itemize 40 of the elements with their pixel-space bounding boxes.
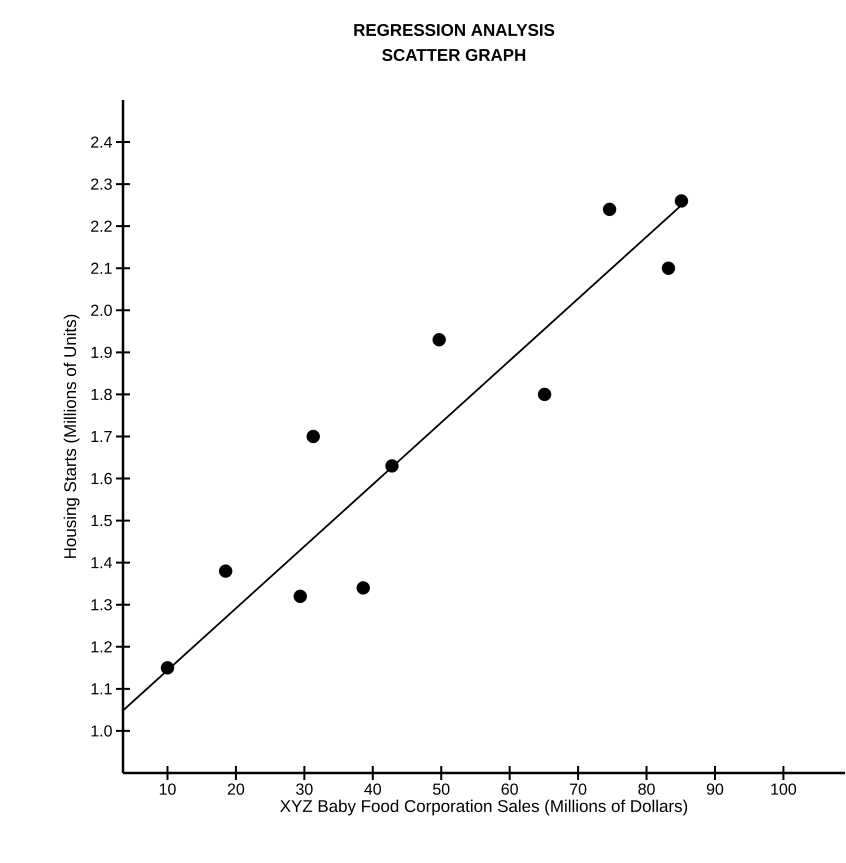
y-tick-label: 2.2: [90, 220, 112, 232]
x-tick-label: 30: [296, 784, 312, 795]
y-tick-label: 2.3: [90, 178, 112, 190]
point: [218, 564, 232, 578]
point: [160, 661, 174, 675]
point: [306, 430, 320, 444]
point: [538, 388, 552, 402]
point: [293, 590, 307, 604]
x-tick-label: 50: [432, 784, 450, 795]
point: [356, 581, 370, 595]
y-tick-label: 1.6: [91, 472, 112, 484]
y-tick-label: 2.1: [90, 262, 112, 274]
point: [662, 262, 676, 275]
y-tick-label: 2.0: [90, 304, 112, 316]
point: [432, 333, 446, 346]
x-tick-label: 100: [771, 784, 796, 795]
y-tick-label: 1.4: [91, 557, 112, 568]
x-tick-label: 20: [228, 784, 244, 795]
x-tick-label: 90: [706, 784, 724, 795]
chart-title: REGRESSION ANALYSIS: [354, 24, 554, 36]
x-tick-label: 70: [570, 784, 586, 795]
y-tick-label: 1.3: [91, 599, 112, 610]
y-tick-label: 1.0: [91, 725, 112, 737]
y-tick-label: 1.8: [91, 388, 112, 400]
y-tick-label: 1.5: [91, 515, 112, 526]
point: [385, 459, 399, 473]
point: [602, 202, 616, 216]
y-tick-label: 1.2: [91, 641, 112, 652]
x-tick-label: 40: [364, 784, 381, 795]
x-axis-title: XYZ Baby Food Corporation Sales (Millions of Dollars): [280, 800, 688, 816]
chart-subtitle: SCATTER GRAPH: [382, 48, 526, 61]
y-tick-label: 2.4: [90, 136, 112, 148]
y-tick-label: 1.1: [91, 683, 112, 694]
x-tick-label: 80: [638, 784, 655, 795]
point: [674, 194, 688, 208]
x-tick-label: 10: [160, 784, 176, 795]
y-tick-label: 1.9: [91, 346, 112, 358]
y-tick-label: 1.7: [91, 431, 112, 442]
y-axis-title: Housing Starts (Millions of Units): [64, 314, 80, 558]
x-tick-label: 60: [501, 784, 518, 795]
